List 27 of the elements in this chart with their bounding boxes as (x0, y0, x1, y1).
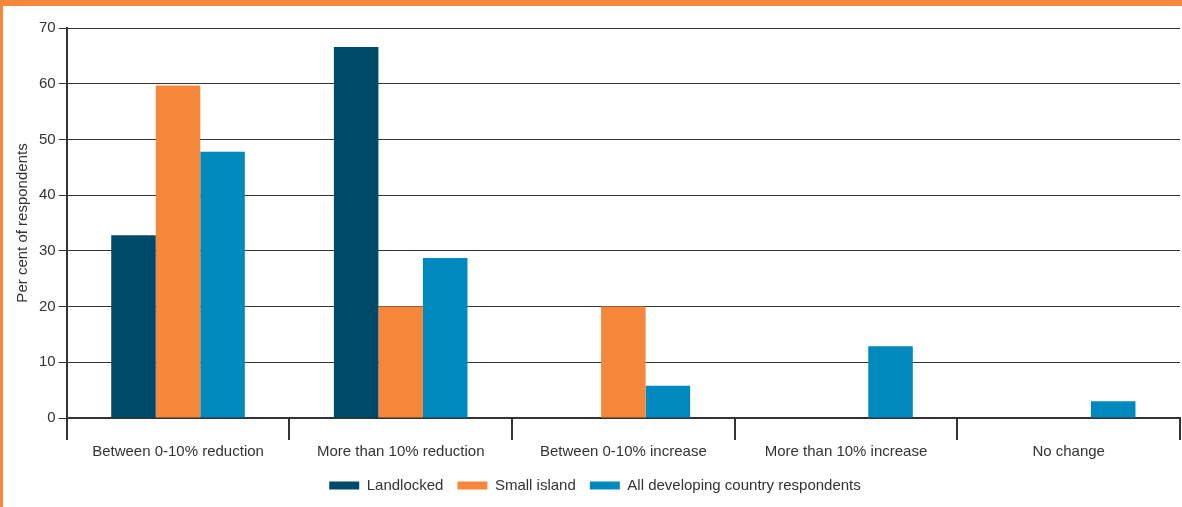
y-axis-title: Per cent of respondents (13, 143, 31, 303)
bar (868, 346, 913, 418)
legend-label: Landlocked (366, 475, 444, 493)
x-tick-label: Between 0-10% reduction (92, 442, 264, 460)
y-tick-label: 10 (39, 352, 56, 370)
bar (155, 85, 201, 418)
legend-label: Small island (494, 475, 576, 493)
bar (200, 151, 245, 418)
x-tick-label: More than 10% reduction (316, 442, 485, 460)
x-tick-label: More than 10% increase (764, 442, 928, 460)
bar (1090, 401, 1136, 418)
bar (378, 306, 423, 418)
bar (422, 258, 468, 418)
bar (111, 235, 156, 418)
y-tick-label: 30 (39, 241, 56, 258)
y-tick-label: 50 (39, 129, 56, 147)
legend-label: All developing country respondents (627, 475, 861, 493)
y-tick-label: 0 (47, 408, 56, 426)
y-tick-label: 70 (39, 18, 56, 36)
y-tick-label: 60 (39, 73, 56, 91)
y-tick-label: 20 (39, 296, 56, 314)
x-tick-label: No change (1032, 442, 1105, 460)
y-tick-label: 40 (39, 185, 56, 203)
bar (333, 46, 379, 418)
x-tick-label: Between 0-10% increase (539, 442, 707, 460)
bar (601, 306, 646, 418)
bar (645, 385, 691, 418)
